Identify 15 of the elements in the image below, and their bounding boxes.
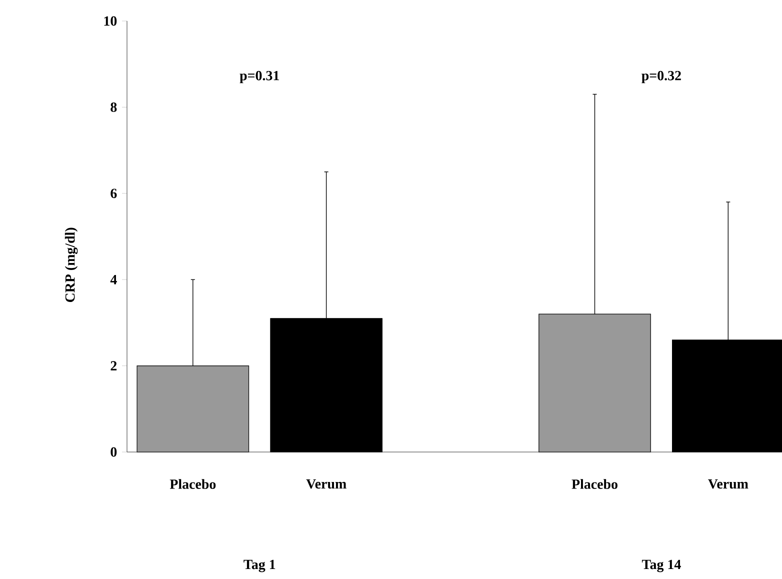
text: Verum (708, 479, 748, 489)
series-label: Verum (306, 479, 346, 489)
x-tick-label: Tag 1 (244, 560, 276, 572)
y-tick-label: 4 (110, 275, 117, 284)
annotation: p=0.32 (642, 70, 681, 84)
y-tick-label: 8 (110, 102, 117, 112)
x-tick-label: Tag 14 (642, 560, 681, 572)
y-tick-label: 6 (110, 188, 117, 198)
y-tick-label: 0 (110, 447, 117, 457)
annotation: p=0.31 (240, 70, 279, 84)
text: Placebo (572, 479, 618, 489)
y-tick-label: 10 (104, 16, 117, 26)
series-label: Placebo (170, 479, 216, 489)
y-tick-label: 2 (110, 361, 117, 370)
y-axis-title: CRP (mg/dl) (64, 228, 78, 302)
